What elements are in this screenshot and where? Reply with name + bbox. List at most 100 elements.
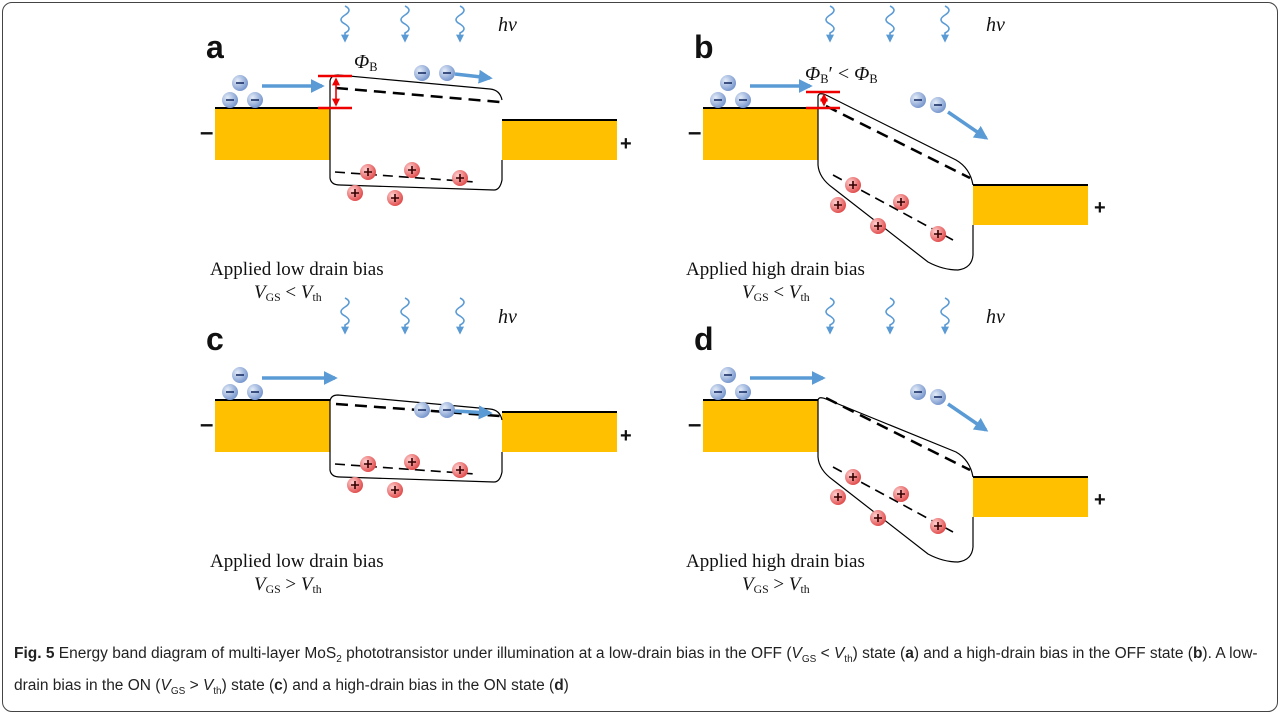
light-wave bbox=[886, 298, 894, 333]
drift-arrow bbox=[455, 411, 490, 413]
barrier-label: ΦB bbox=[354, 51, 378, 74]
source-sign: – bbox=[200, 119, 213, 146]
bias-label: Applied high drain bias bbox=[686, 259, 865, 280]
light-wave bbox=[341, 298, 349, 333]
drift-arrow bbox=[948, 404, 986, 430]
text-segment: > bbox=[769, 574, 789, 595]
source-metal bbox=[215, 400, 330, 452]
light-wave bbox=[826, 298, 834, 333]
valence-band bbox=[818, 400, 973, 562]
caption-segment: Energy band diagram of multi-layer MoS bbox=[54, 645, 336, 662]
caption-segment: < bbox=[816, 645, 834, 662]
text-segment: GS bbox=[266, 583, 281, 596]
text-segment: th bbox=[312, 291, 321, 304]
text-segment: > bbox=[281, 574, 301, 595]
text-segment: B bbox=[869, 72, 877, 86]
drain-metal bbox=[973, 477, 1088, 517]
light-wave bbox=[941, 6, 949, 41]
text-segment: GS bbox=[754, 583, 769, 596]
drain-metal bbox=[502, 412, 617, 452]
text-segment: th bbox=[800, 291, 809, 304]
text-segment: th bbox=[800, 583, 809, 596]
bias-label: Applied low drain bias bbox=[210, 259, 384, 280]
caption-segment: GS bbox=[802, 654, 816, 665]
caption-segment: ) state ( bbox=[222, 677, 275, 694]
caption-segment: V bbox=[160, 677, 170, 694]
light-label: hv bbox=[498, 14, 517, 36]
valence-band bbox=[818, 108, 973, 270]
caption-segment: ) bbox=[564, 677, 569, 694]
fermi-dash bbox=[826, 398, 970, 470]
text-segment: ′ < bbox=[829, 63, 855, 85]
fermi-dash bbox=[826, 106, 970, 178]
condition-label: VGS > Vth bbox=[742, 574, 810, 596]
caption-segment: c bbox=[274, 677, 283, 694]
drift-arrow bbox=[455, 74, 490, 78]
fermi-dash bbox=[336, 88, 500, 102]
caption-segment: th bbox=[213, 686, 221, 697]
condition-label: VGS < Vth bbox=[742, 282, 810, 304]
caption-segment: d bbox=[554, 677, 563, 694]
bias-label: Applied low drain bias bbox=[210, 551, 384, 572]
text-segment: B bbox=[820, 72, 828, 86]
caption-segment: V bbox=[791, 645, 801, 662]
text-segment: GS bbox=[754, 291, 769, 304]
condition-label: VGS < Vth bbox=[254, 282, 322, 304]
caption-segment: GS bbox=[171, 686, 185, 697]
caption-segment: > bbox=[185, 677, 203, 694]
text-segment: th bbox=[312, 583, 321, 596]
light-wave bbox=[401, 298, 409, 333]
source-metal bbox=[703, 400, 818, 452]
text-segment: GS bbox=[266, 291, 281, 304]
caption-segment: th bbox=[844, 654, 852, 665]
caption-segment: b bbox=[1193, 645, 1202, 662]
condition-label: VGS > Vth bbox=[254, 574, 322, 596]
drain-metal bbox=[502, 120, 617, 160]
panel-label: b bbox=[694, 29, 714, 65]
caption-segment: ) and a high-drain bias in the ON state … bbox=[283, 677, 554, 694]
caption-segment: ) state ( bbox=[853, 645, 906, 662]
conduction-band bbox=[330, 75, 502, 108]
page: {"panels": [ {"label": "a", "light": "hv… bbox=[0, 0, 1282, 702]
drain-sign: + bbox=[620, 425, 632, 447]
barrier-label: ΦB′ < ΦB bbox=[805, 63, 878, 86]
panel-label: a bbox=[206, 29, 224, 65]
figure-caption: Fig. 5 Energy band diagram of multi-laye… bbox=[14, 641, 1264, 705]
light-wave bbox=[456, 298, 464, 333]
light-wave bbox=[401, 6, 409, 41]
source-sign: – bbox=[688, 119, 701, 146]
panel-label: d bbox=[694, 321, 714, 357]
text-segment: Φ bbox=[354, 51, 369, 73]
drift-arrow bbox=[948, 112, 986, 138]
text-segment: < bbox=[769, 282, 789, 303]
light-wave bbox=[941, 298, 949, 333]
caption-segment: phototransistor under illumination at a … bbox=[342, 645, 792, 662]
drain-sign: + bbox=[620, 133, 632, 155]
text-segment: < bbox=[281, 282, 301, 303]
caption-segment: Fig. 5 bbox=[14, 645, 54, 662]
text-segment: Φ bbox=[854, 63, 869, 85]
caption-segment: a bbox=[905, 645, 914, 662]
light-label: hv bbox=[986, 306, 1005, 328]
source-metal bbox=[215, 108, 330, 160]
caption-segment: ) and a high-drain bias in the OFF state… bbox=[914, 645, 1193, 662]
light-wave bbox=[456, 6, 464, 41]
light-wave bbox=[826, 6, 834, 41]
bias-label: Applied high drain bias bbox=[686, 551, 865, 572]
source-sign: – bbox=[200, 411, 213, 438]
light-label: hv bbox=[498, 306, 517, 328]
conduction-band bbox=[818, 398, 973, 477]
source-metal bbox=[703, 108, 818, 160]
caption-segment: V bbox=[203, 677, 213, 694]
light-wave bbox=[341, 6, 349, 41]
source-sign: – bbox=[688, 411, 701, 438]
figure: ΦBhva–+Applied low drain biasVGS < VthΦB… bbox=[0, 0, 1282, 640]
drain-sign: + bbox=[1094, 197, 1106, 219]
drain-sign: + bbox=[1094, 489, 1106, 511]
caption-segment: V bbox=[834, 645, 844, 662]
light-wave bbox=[886, 6, 894, 41]
